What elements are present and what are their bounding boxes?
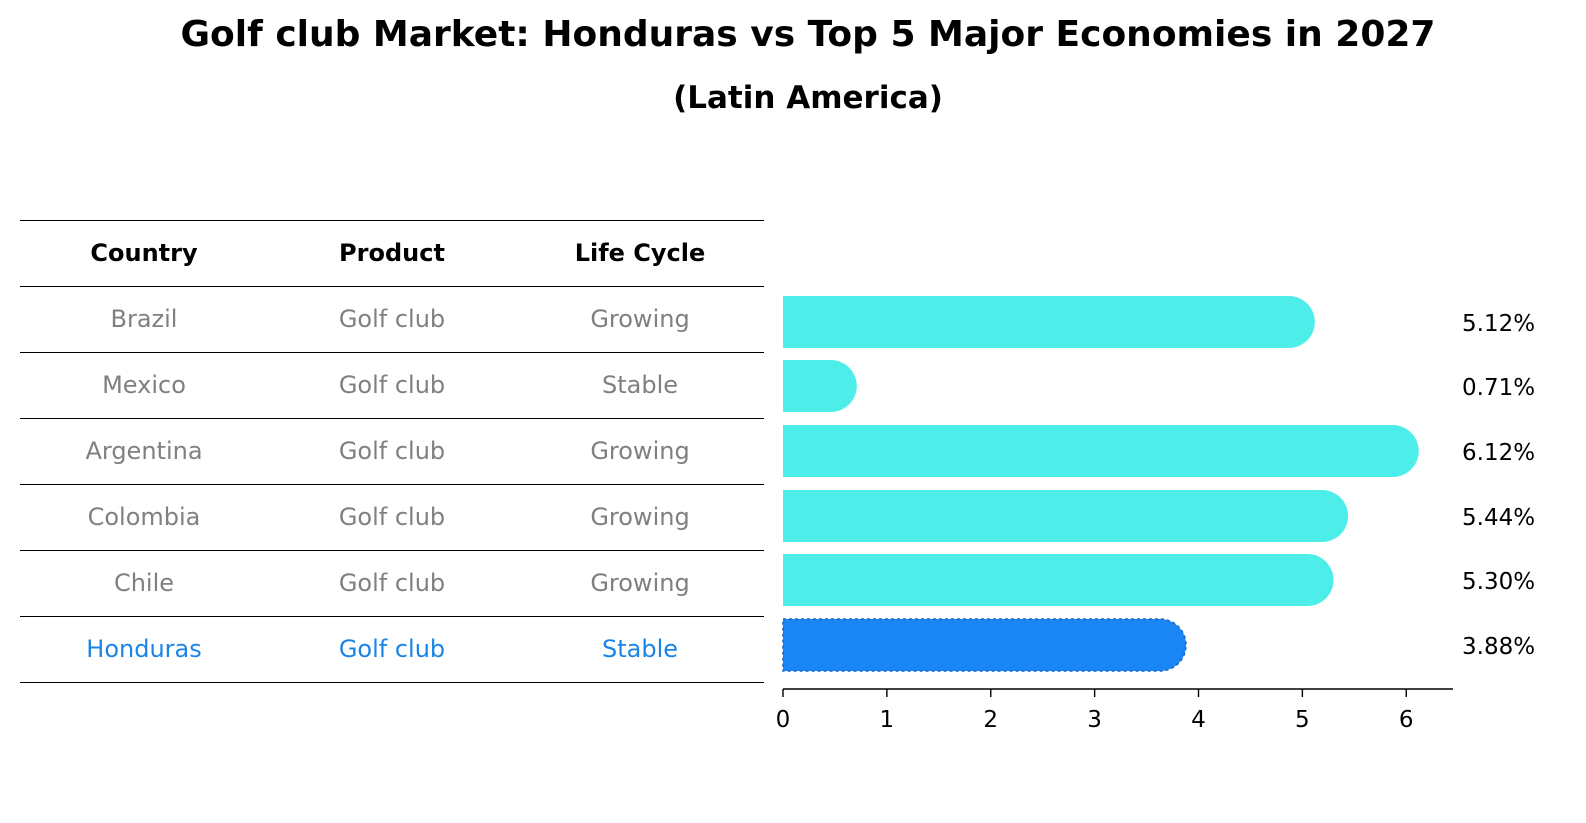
cell-country: Argentina (85, 437, 203, 465)
table-rule (20, 616, 764, 618)
x-tick-label: 1 (880, 707, 895, 733)
bar-mexico (783, 360, 857, 412)
cell-product: Golf club (338, 635, 446, 663)
bar-honduras (782, 618, 1187, 672)
cell-life-cycle: Growing (590, 569, 690, 597)
cell-life-cycle: Growing (590, 437, 690, 465)
cell-country: Mexico (102, 371, 186, 399)
data-label-brazil: 5.12% (1462, 311, 1535, 337)
data-label-honduras: 3.88% (1462, 634, 1535, 660)
table-rule (20, 220, 764, 222)
bar-chile (783, 554, 1334, 606)
cell-product: Golf club (338, 305, 446, 333)
bar-brazil (783, 296, 1315, 348)
data-label-chile: 5.30% (1462, 569, 1535, 595)
bar-colombia (783, 490, 1349, 542)
chart-title: Golf club Market: Honduras vs Top 5 Majo… (180, 14, 1436, 55)
cell-life-cycle: Stable (601, 371, 679, 399)
x-tick-label: 6 (1399, 707, 1414, 733)
header-product: Product (339, 239, 445, 267)
table-rule (20, 484, 764, 486)
cell-product: Golf club (338, 503, 446, 531)
cell-life-cycle: Growing (590, 503, 690, 531)
table-rule (20, 286, 764, 288)
x-tick-label: 5 (1295, 707, 1310, 733)
bar-argentina (783, 425, 1419, 477)
table-rule (20, 418, 764, 420)
cell-product: Golf club (338, 437, 446, 465)
header-life-cycle: Life Cycle (574, 239, 706, 267)
cell-life-cycle: Stable (601, 635, 679, 663)
cell-country: Brazil (110, 305, 178, 333)
header-country: Country (90, 239, 198, 267)
cell-country: Honduras (86, 635, 202, 663)
table-rule (20, 352, 764, 354)
cell-product: Golf club (338, 569, 446, 597)
data-label-argentina: 6.12% (1462, 440, 1535, 466)
x-tick-label: 4 (1191, 707, 1206, 733)
table-rule (20, 550, 764, 552)
data-label-mexico: 0.71% (1462, 375, 1535, 401)
cell-life-cycle: Growing (590, 305, 690, 333)
x-tick-label: 3 (1087, 707, 1102, 733)
data-label-colombia: 5.44% (1462, 505, 1535, 531)
cell-product: Golf club (338, 371, 446, 399)
cell-country: Colombia (87, 503, 201, 531)
table-rule (20, 682, 764, 684)
x-tick-label: 2 (983, 707, 998, 733)
chart-subtitle: (Latin America) (673, 80, 943, 116)
x-tick-label: 0 (776, 707, 791, 733)
cell-country: Chile (113, 569, 175, 597)
